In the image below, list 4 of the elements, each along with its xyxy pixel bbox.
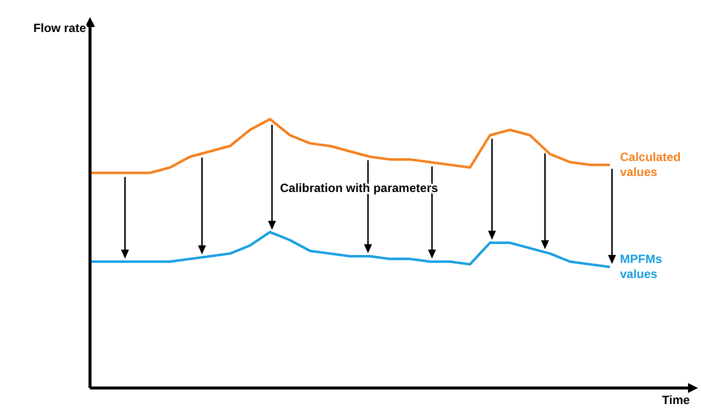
x-axis-title: Time [662,393,690,407]
series-label: MPFMs values [620,252,662,281]
text: Flow rate [33,21,86,35]
series-label: Calculated values [620,150,681,179]
